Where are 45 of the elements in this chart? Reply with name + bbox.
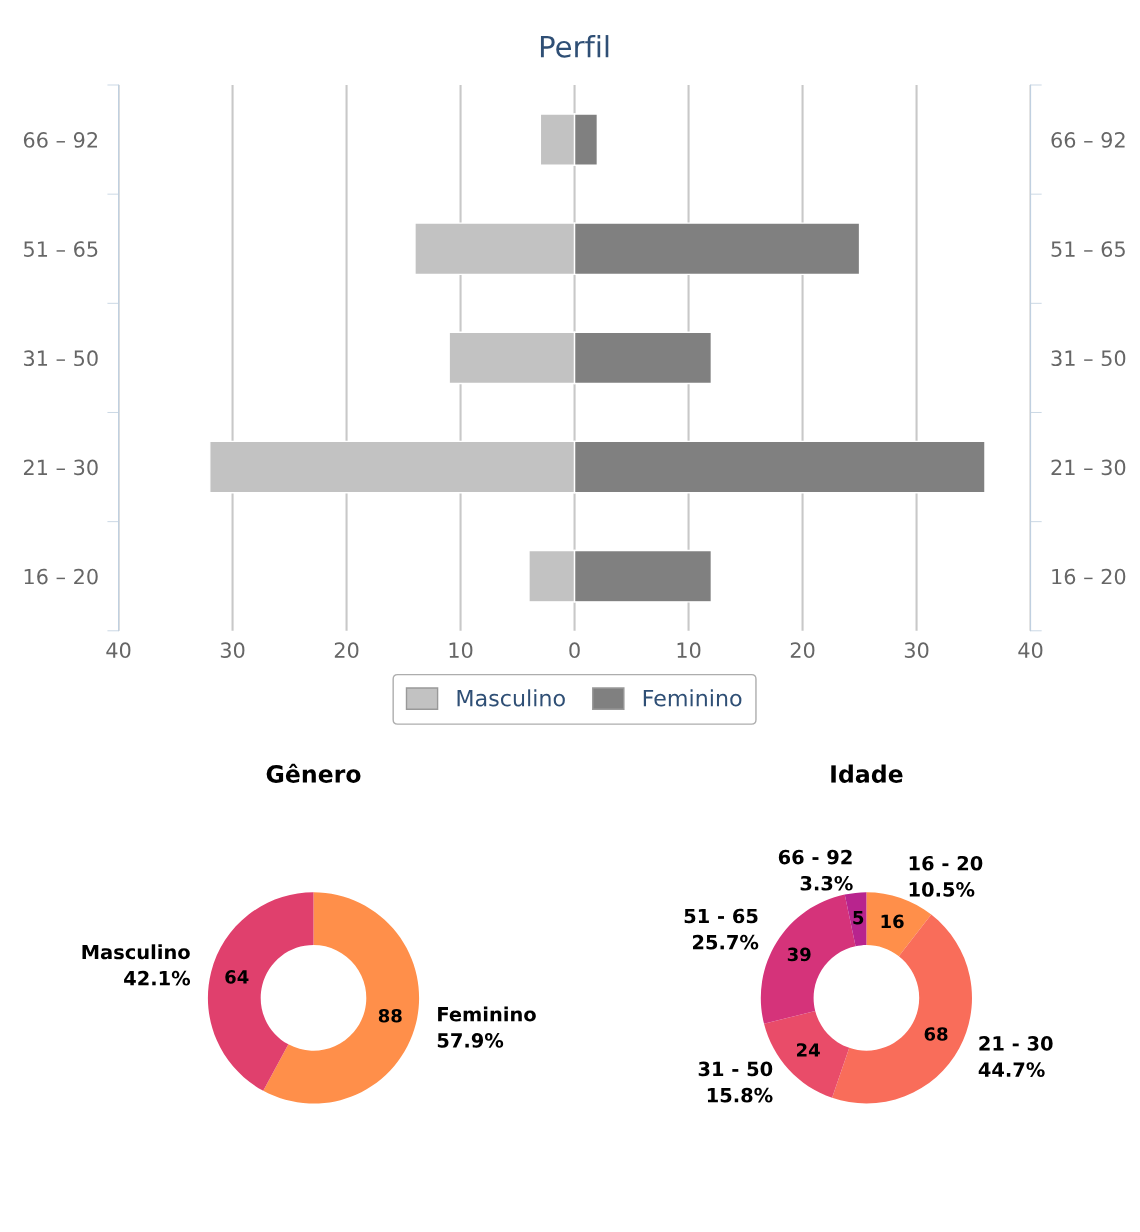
x-tick-label: 10 [677, 642, 701, 659]
text: 3.3% [800, 875, 853, 891]
chart-title: Gênero [266, 763, 361, 783]
slice-label: 16 - 20 [909, 855, 983, 871]
slice-label: 31 - 50 [698, 1061, 773, 1077]
slice-label: 51 - 65 [684, 908, 758, 924]
x-tick-label: 20 [334, 642, 359, 659]
data-label: 5 [853, 910, 864, 925]
y-tick-label: 66 – 92 [23, 132, 98, 148]
y-tick-label: 16 – 20 [24, 568, 98, 585]
x-tick-label: 20 [790, 642, 815, 659]
legend-label: Feminino [643, 689, 742, 707]
category-label: 51 – 65 [1051, 241, 1125, 257]
slice-label: 21 - 30 [979, 1036, 1053, 1051]
y-tick-label: 51 – 65 [24, 241, 98, 257]
y-tick-label: 21 – 30 [23, 459, 98, 476]
category-label: 31 – 50 [1051, 350, 1126, 367]
chart-title: Idade [831, 764, 903, 783]
category-label: 16 – 20 [1052, 568, 1126, 585]
category-label: 21 – 30 [1051, 459, 1126, 476]
x-tick-label: 0 [569, 642, 580, 659]
y-tick-label: 31 – 50 [24, 350, 98, 367]
x-tick-label: 40 [106, 642, 131, 659]
text: 42.1% [124, 970, 191, 986]
text: 25.7% [692, 934, 759, 950]
text: 44.7% [978, 1062, 1045, 1077]
data-label: 88 [378, 1008, 402, 1023]
data-label: 68 [924, 1027, 948, 1041]
data-label: 16 [881, 914, 904, 929]
x-tick-label: 40 [1018, 642, 1043, 659]
data-label: 24 [797, 1043, 820, 1057]
slice-label: Masculino [82, 944, 190, 960]
data-label: 39 [787, 947, 811, 962]
x-tick-label: 30 [220, 642, 245, 659]
x-tick-label: 10 [449, 642, 473, 659]
text: 10.5% [909, 882, 975, 897]
category-label: 66 – 92 [1051, 132, 1125, 148]
slice-label: 66 - 92 [778, 849, 852, 865]
text: 57.9% [437, 1033, 504, 1048]
slice-label: Feminino [438, 1006, 536, 1022]
chart-title: Perfil [540, 35, 609, 58]
legend-label: Masculino [457, 689, 565, 707]
data-label: 64 [225, 970, 249, 984]
text: 15.8% [707, 1087, 773, 1103]
x-tick-label: 30 [904, 642, 929, 659]
